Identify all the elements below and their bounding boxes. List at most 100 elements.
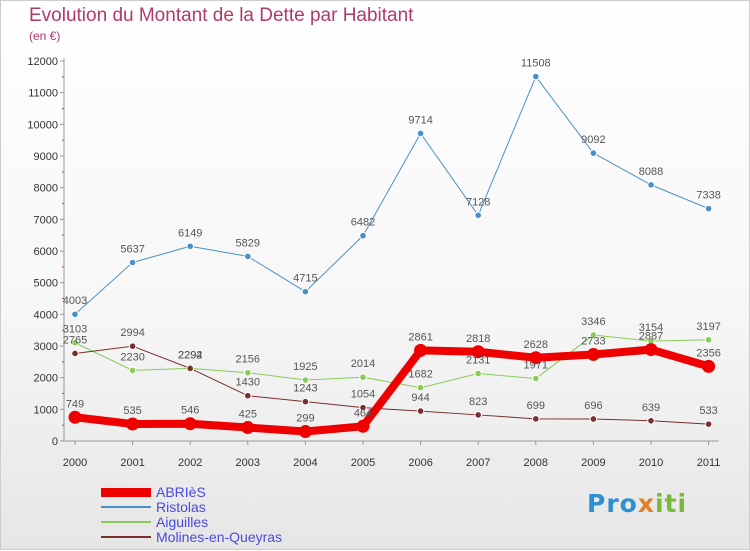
data-point <box>416 129 425 138</box>
data-point <box>186 364 194 373</box>
chart-subtitle: (en €) <box>29 29 61 43</box>
data-label: 2131 <box>466 355 490 367</box>
data-label: 9714 <box>408 114 432 126</box>
series-3 <box>71 342 713 428</box>
data-label: 2628 <box>524 339 548 351</box>
x-tick-label: 2003 <box>236 457 260 469</box>
y-tick-label: 11000 <box>28 88 58 100</box>
x-tick-label: 2001 <box>120 457 144 469</box>
data-label: 639 <box>642 402 660 414</box>
data-label: 533 <box>699 405 717 417</box>
data-point <box>704 335 713 344</box>
y-tick-label: 8000 <box>34 183 58 195</box>
data-label: 464 <box>354 407 372 419</box>
axes: 0 1000 2000 3000 4000 5000 6000 7000 8000 9000 100… <box>27 56 720 469</box>
data-point <box>128 366 137 375</box>
y-tick-label: 7000 <box>34 214 58 226</box>
legend-label: Aiguilles <box>156 514 209 530</box>
data-label: 8088 <box>639 166 663 178</box>
data-point <box>359 403 367 412</box>
data-label: 1430 <box>236 377 260 389</box>
x-tick-label: 2004 <box>293 457 317 469</box>
data-point <box>359 231 367 240</box>
data-label: 2818 <box>466 333 490 345</box>
data-point <box>301 287 310 296</box>
data-label: 5829 <box>236 237 260 249</box>
data-point <box>244 391 252 400</box>
data-point <box>186 242 194 251</box>
series-layer <box>68 72 716 439</box>
data-point <box>71 310 79 319</box>
data-label: 5637 <box>120 243 144 255</box>
legend-label: Ristolas <box>156 499 206 515</box>
data-point <box>644 343 658 357</box>
data-point <box>589 331 598 339</box>
y-tick-label: 12000 <box>27 56 58 68</box>
data-label: 1682 <box>408 369 432 381</box>
data-label: 2861 <box>408 331 432 343</box>
data-label: 6482 <box>351 217 375 229</box>
data-label: 2356 <box>696 347 720 359</box>
data-label: 425 <box>239 409 257 421</box>
data-label: 4003 <box>63 295 87 307</box>
series-line <box>74 76 709 315</box>
data-label: 699 <box>527 400 545 412</box>
data-point <box>183 417 197 431</box>
x-tick-label: 2011 <box>697 457 721 469</box>
data-label: 944 <box>411 392 429 404</box>
series-0 <box>68 343 716 439</box>
data-label: 823 <box>469 396 487 408</box>
proxiti-logo: Proxiti <box>587 489 688 518</box>
series-line <box>74 345 710 436</box>
x-tick-label: 2002 <box>178 457 202 469</box>
data-label: 1925 <box>293 361 317 373</box>
data-point <box>128 342 137 350</box>
data-point <box>471 345 485 359</box>
data-label: 6149 <box>178 227 202 239</box>
data-label: 1243 <box>293 383 317 395</box>
y-tick-label: 4000 <box>34 309 58 321</box>
data-label: 2014 <box>351 358 375 370</box>
data-point <box>244 252 252 261</box>
data-point <box>244 368 252 377</box>
data-point <box>71 338 79 347</box>
y-tick-label: 6000 <box>34 246 58 258</box>
data-point <box>529 351 543 365</box>
data-label: 9092 <box>581 134 605 146</box>
data-label: 3346 <box>581 316 605 328</box>
data-label: 2230 <box>120 351 144 363</box>
data-point <box>474 211 483 220</box>
data-label: 2887 <box>639 331 663 343</box>
data-label: 2294 <box>178 349 202 361</box>
data-point <box>589 415 598 423</box>
data-point <box>301 376 310 384</box>
data-point <box>704 204 713 213</box>
y-tick-label: 9000 <box>34 151 58 163</box>
legend-swatch <box>101 506 151 508</box>
x-tick-label: 2010 <box>639 457 663 469</box>
data-label: 2292 <box>178 349 202 361</box>
legend-swatch <box>101 488 151 497</box>
x-tick-label: 2000 <box>63 457 87 469</box>
data-label: 1971 <box>524 360 548 372</box>
data-label: 7338 <box>696 190 720 202</box>
data-point <box>298 425 312 439</box>
y-tick-label: 5000 <box>34 278 58 290</box>
data-point <box>647 416 655 425</box>
series-line <box>74 334 709 389</box>
x-tick-label: 2008 <box>524 457 548 469</box>
data-label: 3103 <box>63 324 87 336</box>
data-label: 299 <box>296 413 314 425</box>
y-tick-label: 10000 <box>27 119 58 131</box>
data-label: 546 <box>181 405 199 417</box>
data-point <box>126 417 140 431</box>
data-label: 2765 <box>63 334 87 346</box>
series-line <box>74 345 709 425</box>
data-label: 2156 <box>236 354 260 366</box>
data-label: 4715 <box>293 273 317 285</box>
chart-title: Evolution du Montant de la Dette par Hab… <box>29 5 414 26</box>
data-point <box>532 72 540 81</box>
data-point <box>128 258 137 267</box>
